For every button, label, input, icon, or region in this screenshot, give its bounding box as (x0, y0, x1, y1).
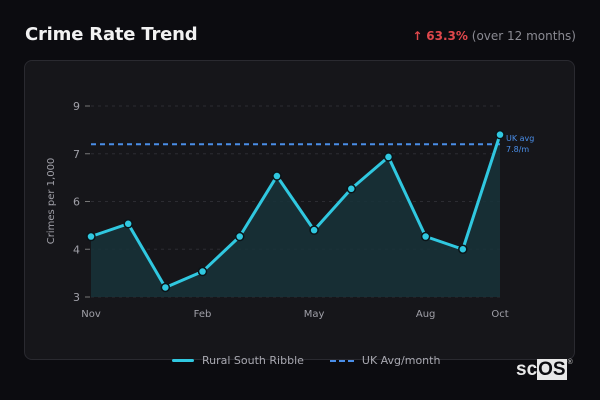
data-point (234, 231, 245, 242)
legend: Rural South Ribble UK Avg/month (172, 354, 458, 367)
change-period: (over 12 months) (471, 29, 576, 43)
data-point (420, 231, 431, 242)
legend-label: UK Avg/month (361, 354, 441, 367)
data-point (346, 184, 357, 194)
data-point (458, 244, 468, 254)
legend-item-series[interactable]: Rural South Ribble (172, 354, 304, 367)
chart-title: Crime Rate Trend (25, 24, 198, 45)
data-point (160, 282, 171, 293)
dashed-line-swatch-icon (329, 359, 354, 362)
x-tick-label: Nov (81, 309, 101, 320)
x-tick-label: Oct (491, 309, 508, 320)
up-arrow-icon: ↑ (412, 29, 423, 43)
x-tick-label: May (304, 309, 325, 320)
y-tick-label: 6 (73, 196, 80, 209)
solid-line-swatch-icon (172, 359, 194, 362)
data-point (123, 219, 133, 229)
x-tick-label: Aug (416, 309, 436, 320)
data-point (309, 225, 319, 235)
change-value: 63.3% (426, 29, 468, 43)
y-axis-label: Crimes per 1,000 (46, 158, 57, 245)
y-tick-label: 3 (73, 291, 80, 304)
data-point (383, 152, 394, 162)
data-point (197, 266, 208, 277)
change-indicator: ↑ 63.3% (over 12 months) (412, 29, 576, 43)
series-line (90, 134, 502, 289)
legend-item-reference[interactable]: UK Avg/month (329, 354, 441, 367)
y-tick-label: 9 (73, 100, 80, 113)
data-point (272, 171, 282, 181)
y-tick-label: 7 (73, 148, 80, 161)
data-point (86, 231, 96, 242)
y-tick-label: 4 (73, 243, 80, 256)
data-point (495, 129, 505, 140)
reference-annotation: UK avg (506, 134, 534, 143)
scos-logo: scOS ® (516, 359, 573, 380)
legend-label: Rural South Ribble (202, 354, 304, 367)
area-fill (91, 134, 500, 297)
reference-annotation: 7.8/m (506, 145, 529, 154)
x-tick-label: Feb (194, 309, 212, 320)
